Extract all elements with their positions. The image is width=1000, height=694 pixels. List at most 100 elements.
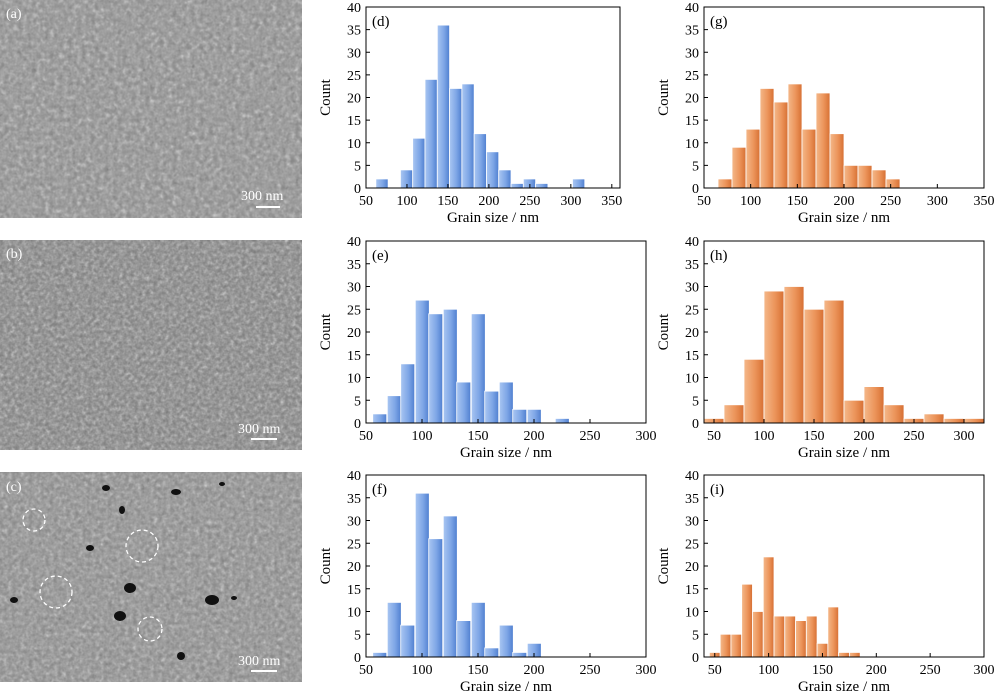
y-tick-label: 15	[685, 583, 699, 598]
x-tick-label: 300	[636, 663, 657, 678]
x-tick-label: 150	[804, 429, 825, 444]
histogram-bar	[449, 88, 463, 189]
histogram-bar	[484, 647, 500, 658]
x-tick-label: 100	[758, 663, 779, 678]
y-tick-label: 30	[685, 515, 699, 530]
y-tick-label: 25	[347, 69, 361, 84]
x-tick-label: 100	[412, 429, 433, 444]
y-tick-label: 20	[347, 92, 361, 107]
histogram-bar	[838, 652, 850, 658]
x-tick-label: 200	[866, 663, 887, 678]
histogram-bar	[723, 404, 745, 424]
y-axis-label: Count	[656, 78, 672, 116]
y-tick-label: 40	[685, 1, 699, 16]
histogram-bar	[386, 602, 402, 658]
x-tick-label: 300	[927, 194, 948, 209]
histogram-bar	[414, 492, 430, 658]
y-tick-label: 35	[347, 258, 361, 273]
x-tick-label: 50	[707, 429, 721, 444]
y-tick-label: 35	[347, 24, 361, 39]
panel-tag: (h)	[710, 248, 728, 264]
x-tick-label: 250	[880, 194, 901, 209]
x-tick-label: 150	[812, 663, 833, 678]
y-tick-label: 10	[685, 372, 699, 387]
x-tick-label: 50	[697, 194, 711, 209]
histogram-bar	[762, 556, 775, 658]
panel-tag: (i)	[710, 482, 724, 498]
histogram-bar	[843, 399, 865, 424]
y-tick-label: 40	[685, 235, 699, 250]
y-tick-label: 25	[685, 537, 699, 552]
x-tick-label: 300	[560, 194, 581, 209]
histogram-bar	[470, 602, 486, 658]
x-tick-label: 200	[478, 194, 499, 209]
y-tick-label: 10	[347, 137, 361, 152]
histogram-bar	[885, 178, 901, 189]
y-tick-label: 35	[347, 492, 361, 507]
histogram-bar	[730, 633, 743, 658]
histogram-bar	[795, 620, 807, 658]
y-tick-label: 10	[347, 372, 361, 387]
histogram-bar	[843, 164, 859, 189]
y-tick-label: 40	[685, 469, 699, 484]
histogram-bar	[815, 92, 831, 189]
histogram-bar	[745, 128, 761, 189]
y-tick-label: 30	[347, 515, 361, 530]
scale-bar-label: 300 nm	[238, 654, 281, 669]
y-tick-label: 15	[685, 349, 699, 364]
x-tick-label: 50	[359, 663, 373, 678]
x-tick-label: 150	[437, 194, 458, 209]
y-tick-label: 40	[347, 235, 361, 250]
x-axis-label: Grain size / nm	[447, 210, 539, 226]
histogram-bar	[486, 151, 500, 189]
histogram-bar	[883, 404, 905, 424]
histogram-bar	[498, 381, 514, 424]
x-tick-label: 250	[580, 429, 601, 444]
histogram-bar	[498, 624, 514, 658]
histogram-bar	[923, 413, 945, 424]
histogram-bar	[803, 308, 825, 424]
histogram-bar	[461, 83, 475, 189]
y-tick-label: 30	[347, 281, 361, 296]
y-tick-label: 25	[685, 303, 699, 318]
histogram-h: 0 5 10 15 20 25 30 35 40 50 100 150 200 250 300 Grain s…	[656, 235, 985, 461]
y-tick-label: 15	[347, 114, 361, 129]
x-tick-label: 50	[359, 429, 373, 444]
y-axis-label: Count	[656, 313, 672, 351]
micrograph-b: (b) 300 nm	[0, 240, 302, 450]
y-tick-label: 0	[354, 417, 361, 432]
highlight-circles	[22, 508, 163, 642]
histogram-bar	[414, 299, 430, 424]
histogram-bar	[827, 606, 840, 658]
histogram-bar	[784, 615, 796, 658]
x-axis-label: Grain size / nm	[460, 679, 552, 694]
x-axis-label: Grain size / nm	[798, 679, 890, 694]
x-tick-label: 350	[601, 194, 622, 209]
histogram-bar	[752, 611, 764, 658]
micrograph-tag: (c)	[6, 480, 22, 495]
x-tick-label: 350	[974, 194, 995, 209]
histogram-bar	[731, 146, 747, 189]
histogram-bar	[372, 652, 388, 658]
micrograph-a: (a) 300 nm	[0, 0, 302, 218]
y-tick-label: 0	[692, 182, 699, 197]
x-tick-label: 50	[708, 663, 722, 678]
x-tick-label: 100	[740, 194, 761, 209]
y-tick-label: 0	[692, 417, 699, 432]
y-tick-label: 25	[685, 69, 699, 84]
y-tick-label: 40	[347, 1, 361, 16]
y-axis-label: Count	[656, 547, 672, 585]
y-axis-label: Count	[318, 313, 334, 351]
histogram-bar	[787, 83, 803, 189]
y-tick-label: 5	[692, 394, 699, 409]
x-axis-label: Grain size / nm	[798, 445, 890, 461]
histogram-bar	[717, 178, 733, 189]
scale-bar-label: 300 nm	[241, 189, 284, 204]
panel-tag: (d)	[372, 14, 390, 30]
x-tick-label: 200	[854, 429, 875, 444]
x-tick-label: 250	[920, 663, 941, 678]
histogram-bar	[829, 133, 845, 189]
histogram-bar	[763, 290, 785, 424]
y-tick-label: 5	[692, 159, 699, 174]
